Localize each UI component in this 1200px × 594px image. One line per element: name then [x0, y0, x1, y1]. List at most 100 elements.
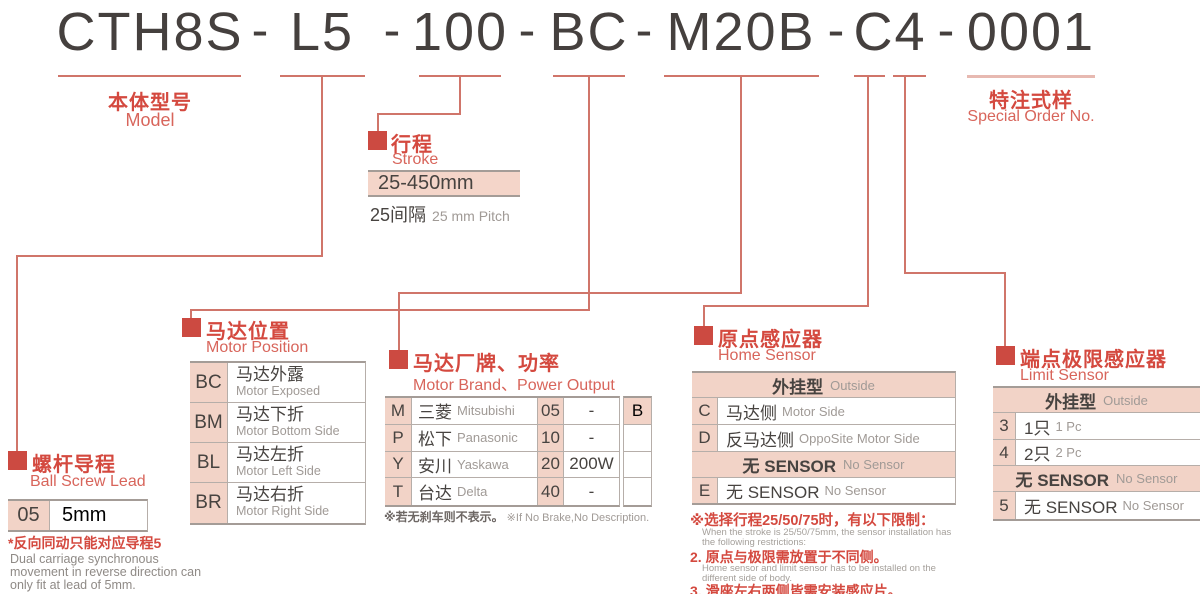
code-segment-stroke: 100	[411, 2, 509, 62]
code-dash: -	[937, 2, 955, 58]
table-row: BM 马达下折 Motor Bottom Side	[190, 403, 365, 443]
section-marker-icon	[996, 346, 1015, 365]
table-row: 3 1只 1 Pc	[993, 413, 1200, 440]
group-cn: 无 SENSOR	[742, 457, 837, 476]
code-segment-body: CTH8S	[56, 2, 244, 62]
special-order-label-cn: 特注式样	[989, 90, 1073, 112]
group-header-outside: 外挂型 Outside	[993, 388, 1200, 413]
section-marker-icon	[182, 318, 201, 337]
row-label-cn: 反马达侧	[726, 430, 794, 450]
row-code: 3	[993, 413, 1016, 439]
table-row: D 反马达侧 OppoSite Motor Side	[692, 425, 955, 452]
connector-lead	[16, 255, 323, 257]
row-label-cn: 2只	[1024, 445, 1051, 464]
note-en: ※If No Brake,No Description.	[506, 512, 650, 524]
stroke-pitch-cn: 25间隔	[370, 205, 427, 225]
row-label-cn: 马达侧	[726, 403, 777, 423]
ball-screw-note-cn: *反向同动只能对应导程5	[8, 535, 162, 551]
group-header-no-sensor: 无 SENSOR No Sensor	[993, 466, 1200, 492]
home-sensor-table: 外挂型 Outside C 马达侧 Motor Side D 反马达侧 Oppo…	[692, 371, 956, 505]
row-code: 4	[993, 440, 1016, 465]
table-row: E 无 SENSOR No Sensor	[692, 478, 955, 503]
connector-home-sensor	[867, 77, 869, 307]
row-code: P	[385, 424, 412, 451]
stroke-pitch: 25间隔 25 mm Pitch	[370, 201, 510, 227]
code-segment-motor-position: BC	[549, 2, 629, 62]
group-cn: 无 SENSOR	[1015, 471, 1110, 490]
power-code: 40	[538, 478, 564, 505]
section-marker-icon	[8, 451, 27, 470]
row-label-en: Motor Right Side	[236, 504, 330, 518]
brand-cn: 三菱	[418, 403, 452, 423]
code-dash: -	[827, 2, 845, 58]
table-row: 05 5mm	[8, 501, 147, 530]
group-header-outside: 外挂型 Outside	[692, 373, 955, 398]
brand-cn: 松下	[418, 430, 452, 450]
underline-motor-brand	[664, 75, 819, 77]
group-en: No Sensor	[1116, 471, 1178, 486]
group-en: No Sensor	[843, 457, 905, 472]
power-value: -	[588, 427, 595, 447]
note-cn: ※若无刹车则不表示。	[384, 510, 504, 524]
brand-en: Mitsubishi	[457, 403, 515, 419]
code-dash: -	[251, 2, 269, 58]
table-row: M 三菱 Mitsubishi 05 -	[385, 398, 619, 425]
underline-lead	[280, 75, 365, 77]
section-marker-icon	[368, 131, 387, 150]
code-segment-special: 0001	[966, 2, 1096, 62]
lead-value: 5mm	[62, 504, 107, 526]
restriction-item2-en2: different side of body.	[702, 573, 792, 584]
brand-cn: 台达	[418, 484, 452, 504]
restriction-heading-en2: the following restrictions:	[702, 537, 807, 548]
section-marker-icon	[389, 350, 408, 369]
row-label-en: Motor Exposed	[236, 384, 321, 398]
connector-stroke	[459, 77, 461, 115]
underline-home-sensor	[854, 75, 885, 77]
code-segment-lead: L5	[289, 2, 355, 62]
group-en: Outside	[830, 377, 875, 393]
motor-brand-title-cn: 马达厂牌、功率	[413, 353, 560, 375]
group-cn: 外挂型	[1045, 392, 1097, 412]
table-row: BR 马达右折 Motor Right Side	[190, 483, 365, 523]
row-code: 05	[8, 501, 50, 530]
connector-lead	[321, 77, 323, 255]
connector-home-sensor	[703, 305, 705, 328]
row-label-en: 2 Pc	[1055, 445, 1082, 460]
table-row: BC 马达外露 Motor Exposed	[190, 363, 365, 403]
motor-brand-table: M 三菱 Mitsubishi 05 - P 松下 Panasonic 10 -…	[385, 396, 620, 507]
row-label-cn: 无 SENSOR	[1024, 498, 1118, 517]
motor-brand-note: ※若无刹车则不表示。 ※If No Brake,No Description.	[384, 508, 649, 525]
table-row: P 松下 Panasonic 10 -	[385, 424, 619, 452]
connector-lead	[16, 255, 18, 452]
row-code: BL	[190, 443, 228, 482]
row-label-cn: 马达下折	[236, 405, 304, 424]
stroke-pitch-en: 25 mm Pitch	[432, 208, 510, 224]
row-label-cn: 马达外露	[236, 365, 304, 384]
ball-screw-table: 05 5mm	[8, 499, 148, 532]
connector-motor-position	[190, 309, 192, 322]
row-label-cn: 1只	[1024, 418, 1051, 438]
row-label-en: Motor Left Side	[236, 464, 321, 478]
restriction-item3-cn: 3. 滑座左右两侧皆需安装感应片。	[690, 583, 902, 594]
brake-column: B	[623, 396, 652, 507]
limit-sensor-title-en: Limit Sensor	[1020, 367, 1109, 384]
power-value: -	[588, 400, 595, 420]
connector-motor-brand	[398, 292, 742, 294]
brand-en: Yaskawa	[457, 456, 509, 472]
table-row: Y 安川 Yaskawa 20 200W	[385, 451, 619, 479]
table-row: 5 无 SENSOR No Sensor	[993, 492, 1200, 519]
brand-cn: 安川	[418, 456, 452, 476]
restriction-item2-en1: Home sensor and limit sensor has to be i…	[702, 563, 936, 574]
row-label-en: Motor Side	[782, 403, 845, 419]
stroke-range-box: 25-450mm	[368, 170, 520, 197]
group-en: Outside	[1103, 392, 1148, 408]
row-label-cn: 马达右折	[236, 485, 304, 504]
motor-position-title-en: Motor Position	[206, 339, 309, 356]
row-label-en: 1 Pc	[1055, 418, 1082, 434]
restriction-item2-cn: 2. 原点与极限需放置于不同侧。	[690, 549, 888, 565]
ball-screw-note-en1: Dual carriage synchronous	[10, 552, 159, 566]
row-code: D	[692, 425, 718, 451]
table-row: BL 马达左折 Motor Left Side	[190, 443, 365, 483]
connector-motor-position	[190, 309, 590, 311]
